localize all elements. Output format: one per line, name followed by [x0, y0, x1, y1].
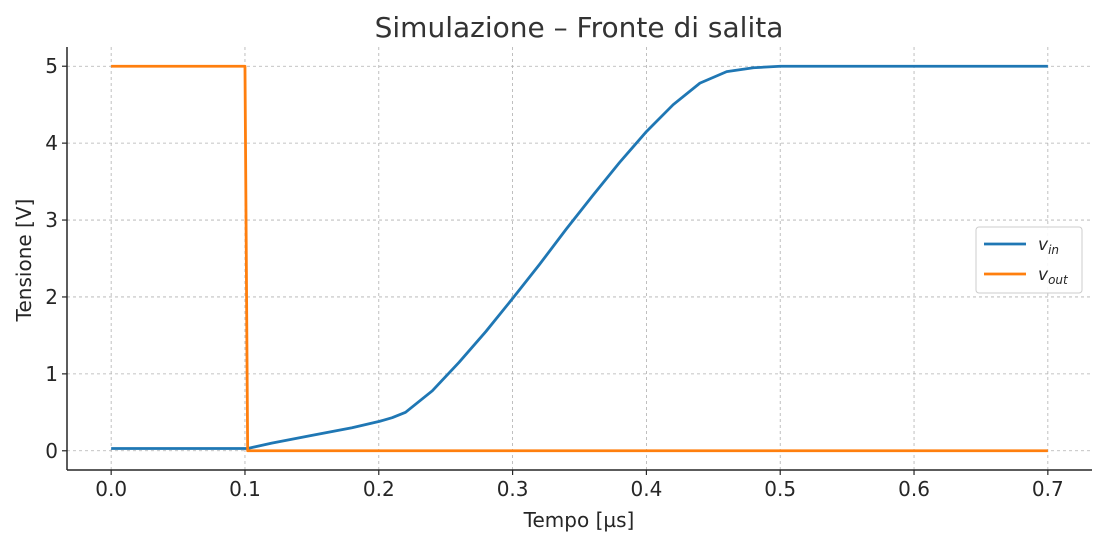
chart-title: Simulazione – Fronte di salita [375, 11, 784, 44]
y-tick-label: 1 [45, 362, 58, 386]
x-axis-ticks: 0.0 0.1 0.2 0.3 0.4 0.5 0.6 0.7 [95, 470, 1064, 501]
x-tick-label: 0.0 [95, 477, 127, 501]
legend-label-v-in: vin [1038, 235, 1059, 257]
x-tick-label: 0.6 [898, 477, 930, 501]
x-tick-label: 0.3 [497, 477, 529, 501]
y-tick-label: 4 [45, 131, 58, 155]
x-axis-label: Tempo [µs] [523, 508, 635, 532]
x-tick-label: 0.1 [229, 477, 261, 501]
x-tick-label: 0.5 [764, 477, 796, 501]
x-tick-label: 0.2 [363, 477, 395, 501]
legend-label-v-out: vout [1038, 265, 1069, 287]
y-axis-label: Tensione [V] [12, 199, 36, 323]
grid-lines [67, 47, 1092, 470]
legend: vin vout [975, 226, 1083, 294]
x-tick-label: 0.4 [630, 477, 662, 501]
axes [66, 47, 1092, 471]
y-tick-label: 0 [45, 439, 58, 463]
y-tick-label: 5 [45, 54, 58, 78]
series-line-v-in [111, 64, 1048, 450]
series-layer [111, 64, 1048, 453]
y-tick-label: 3 [45, 208, 58, 232]
series-line-v-out [111, 64, 1048, 453]
x-tick-label: 0.7 [1032, 477, 1064, 501]
y-axis-ticks: 0 1 2 3 4 5 [45, 54, 67, 463]
y-tick-label: 2 [45, 285, 58, 309]
